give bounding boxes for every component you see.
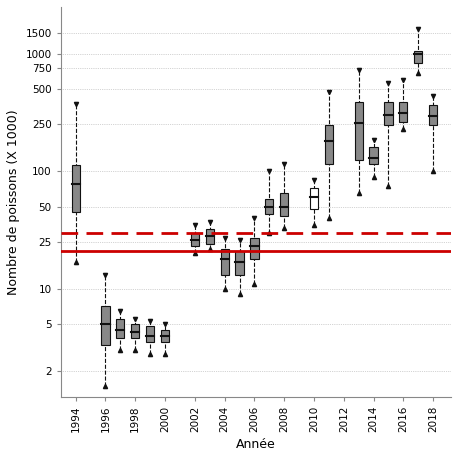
- Bar: [399, 103, 408, 122]
- Bar: [354, 102, 363, 160]
- Bar: [280, 193, 289, 216]
- Y-axis label: Nombre de poissons (X 1000): Nombre de poissons (X 1000): [7, 109, 20, 295]
- Bar: [71, 165, 80, 212]
- Bar: [146, 326, 154, 342]
- Bar: [370, 147, 378, 164]
- Bar: [116, 319, 125, 338]
- Bar: [310, 188, 318, 209]
- Bar: [221, 249, 229, 275]
- Bar: [384, 102, 393, 125]
- Bar: [101, 305, 109, 345]
- Bar: [325, 125, 333, 164]
- Bar: [206, 229, 214, 244]
- Bar: [265, 199, 273, 214]
- Bar: [161, 329, 169, 342]
- Bar: [191, 233, 199, 246]
- Bar: [131, 324, 139, 338]
- Bar: [251, 238, 258, 259]
- Bar: [429, 105, 437, 125]
- X-axis label: Année: Année: [236, 438, 276, 451]
- Bar: [235, 251, 244, 275]
- Bar: [414, 51, 422, 63]
